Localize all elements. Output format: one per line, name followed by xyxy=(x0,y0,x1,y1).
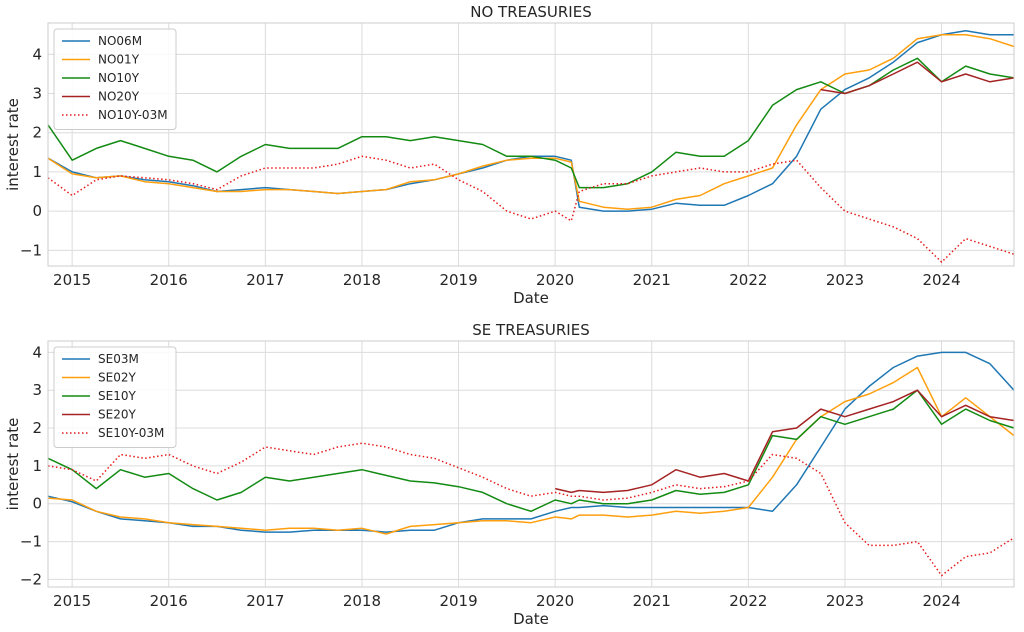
y-axis-label: interest rate xyxy=(4,418,22,511)
x-tick-label: 2017 xyxy=(246,592,284,610)
legend-label: NO20Y xyxy=(98,90,140,104)
legend-box xyxy=(53,346,177,448)
x-tick-label: 2022 xyxy=(729,271,767,289)
y-tick-label: 2 xyxy=(32,124,42,142)
legend-label: SE10Y-03M xyxy=(98,426,164,440)
y-tick-label: 3 xyxy=(32,85,42,103)
x-axis-label: Date xyxy=(513,289,549,307)
legend-label: SE03M xyxy=(98,352,139,366)
series-line-no20y xyxy=(820,61,1015,95)
series-line-se03m xyxy=(47,351,1015,533)
x-tick-label: 2019 xyxy=(439,592,477,610)
x-tick-label: 2020 xyxy=(536,592,574,610)
x-tick-label: 2021 xyxy=(633,592,671,610)
y-tick-label: 1 xyxy=(32,163,42,181)
series-line-se02y xyxy=(47,366,1015,535)
legend-box xyxy=(53,28,177,130)
y-tick-label: −1 xyxy=(20,533,42,551)
chart-title: NO TREASURIES xyxy=(470,3,591,21)
y-tick-label: −1 xyxy=(20,241,42,259)
x-tick-label: 2019 xyxy=(439,271,477,289)
x-tick-label: 2023 xyxy=(826,271,864,289)
x-tick-label: 2017 xyxy=(246,271,284,289)
legend-label: SE10Y xyxy=(98,389,136,403)
x-tick-label: 2024 xyxy=(922,592,960,610)
y-tick-label: 0 xyxy=(32,495,42,513)
legend-label: NO10Y xyxy=(98,71,140,85)
legend-label: SE02Y xyxy=(98,371,136,385)
x-tick-label: 2016 xyxy=(150,271,188,289)
x-tick-label: 2018 xyxy=(343,592,381,610)
y-axis-label: interest rate xyxy=(4,98,22,191)
legend-label: SE20Y xyxy=(98,408,136,422)
x-axis-label: Date xyxy=(513,610,549,628)
y-tick-label: 0 xyxy=(32,202,42,220)
y-tick-label: 1 xyxy=(32,457,42,475)
series-line-se10y xyxy=(47,389,1015,513)
x-tick-label: 2021 xyxy=(633,271,671,289)
legend-label: NO01Y xyxy=(98,53,140,67)
se-treasuries-chart: 2015 2016 2017 2018 2019 2020 2021 2022 2023 2024… xyxy=(4,321,1015,628)
no-treasuries-chart: 2015 2016 2017 2018 2019 2020 2021 2022 2023 2024… xyxy=(4,3,1015,307)
x-tick-label: 2023 xyxy=(826,592,864,610)
series-line-no10y-03m xyxy=(47,155,1015,263)
y-tick-label: −2 xyxy=(20,570,42,588)
y-tick-label: 4 xyxy=(32,45,42,63)
plot-frame xyxy=(47,340,1015,588)
legend-label: NO06M xyxy=(98,34,142,48)
y-tick-label: 2 xyxy=(32,419,42,437)
series-line-se20y xyxy=(555,389,1015,494)
series-line-se10y-03m xyxy=(47,442,1015,577)
plot-frame xyxy=(47,22,1015,267)
x-tick-label: 2022 xyxy=(729,592,767,610)
y-tick-label: 4 xyxy=(32,343,42,361)
x-tick-label: 2016 xyxy=(150,592,188,610)
x-tick-label: 2018 xyxy=(343,271,381,289)
x-tick-label: 2020 xyxy=(536,271,574,289)
x-tick-label: 2015 xyxy=(53,271,91,289)
x-tick-label: 2015 xyxy=(53,592,91,610)
legend-label: NO10Y-03M xyxy=(98,108,168,122)
x-tick-label: 2024 xyxy=(922,271,960,289)
y-tick-label: 3 xyxy=(32,381,42,399)
chart-title: SE TREASURIES xyxy=(472,321,589,339)
